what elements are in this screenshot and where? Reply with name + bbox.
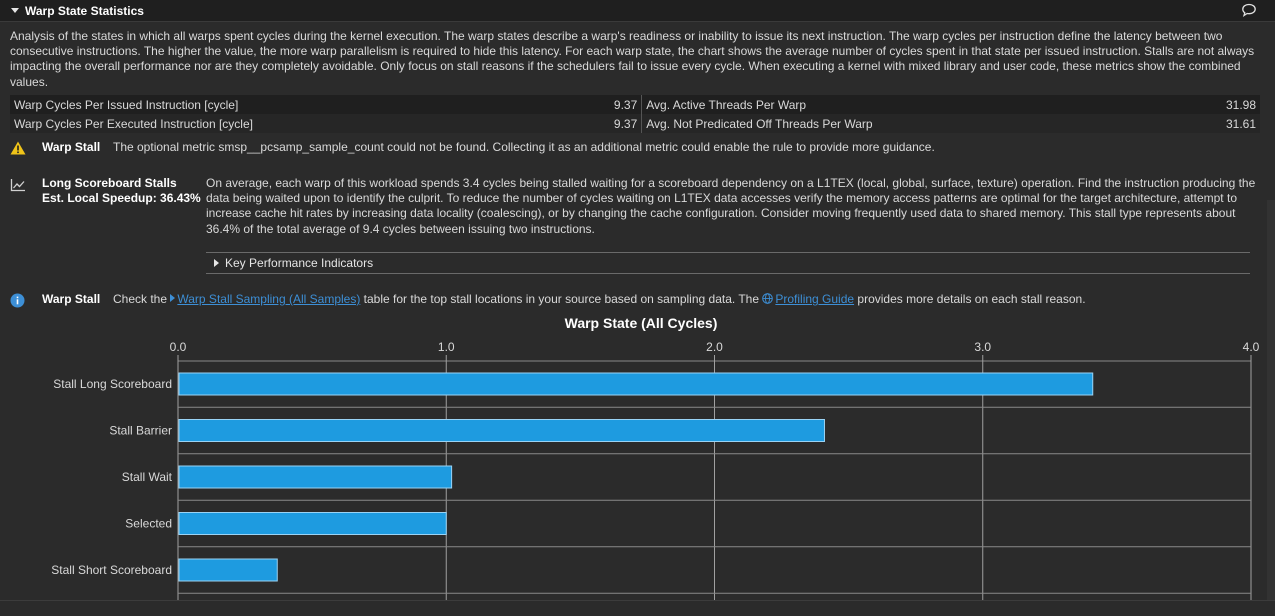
info-rule-name: Warp Stall	[42, 292, 101, 306]
bar	[178, 372, 1094, 396]
metric-value: 9.37	[569, 114, 642, 133]
metric-name: Avg. Not Predicated Off Threads Per Warp	[641, 114, 1174, 133]
expand-triangle-icon[interactable]	[214, 259, 219, 267]
long-scoreboard-title: Long Scoreboard Stalls Est. Local Speedu…	[42, 176, 201, 206]
metric-name: Warp Cycles Per Executed Instruction [cy…	[10, 114, 570, 133]
kpi-label: Key Performance Indicators	[225, 256, 374, 270]
globe-icon	[762, 293, 774, 304]
info-text-middle: table for the top stall locations in you…	[360, 292, 763, 306]
category-label: Stall Long Scoreboard	[53, 377, 172, 391]
metric-value: 31.61	[1173, 114, 1260, 133]
link-triangle-icon	[170, 294, 176, 302]
bar	[178, 465, 453, 489]
long-scoreboard-text: On average, each warp of this workload s…	[206, 176, 1256, 236]
bar	[178, 419, 825, 442]
info-text-after: provides more details on each stall reas…	[854, 292, 1086, 306]
info-rule-text: Check the Warp Stall Sampling (All Sampl…	[113, 292, 1086, 306]
category-label: Stall Wait	[122, 470, 173, 484]
section-title: Warp State Statistics	[25, 3, 144, 18]
warning-rule-name: Warp Stall	[42, 140, 101, 154]
category-label: Stall Barrier	[109, 424, 172, 438]
long-scoreboard-speedup: Est. Local Speedup: 36.43%	[42, 191, 201, 205]
category-label: Stall Short Scoreboard	[51, 563, 172, 577]
vertical-scrollbar[interactable]	[1267, 200, 1275, 610]
x-tick-label: 2.0	[706, 340, 723, 354]
section-header[interactable]: Warp State Statistics	[0, 0, 1275, 22]
profiling-guide-link[interactable]: Profiling Guide	[762, 292, 854, 306]
warning-icon	[10, 141, 26, 155]
warp-stall-sampling-link[interactable]: Warp Stall Sampling (All Samples)	[170, 292, 360, 306]
section-description: Analysis of the states in which all warp…	[10, 29, 1255, 89]
profiling-guide-link-label: Profiling Guide	[775, 292, 855, 306]
table-row: Warp Cycles Per Executed Instruction [cy…	[10, 114, 1260, 133]
category-label: Selected	[125, 517, 172, 531]
metric-name: Warp Cycles Per Issued Instruction [cycl…	[10, 95, 570, 114]
kpi-expander[interactable]: Key Performance Indicators	[206, 252, 1250, 274]
warp-stall-sampling-link-label: Warp Stall Sampling (All Samples)	[177, 292, 361, 306]
long-scoreboard-name: Long Scoreboard Stalls	[42, 176, 177, 190]
bar	[178, 558, 278, 582]
bottom-bar	[0, 600, 1275, 616]
metric-value: 31.98	[1173, 95, 1260, 114]
metrics-table: Warp Cycles Per Issued Instruction [cycl…	[10, 95, 1260, 133]
x-tick-label: 4.0	[1243, 340, 1260, 354]
warning-rule-text: The optional metric smsp__pcsamp_sample_…	[113, 140, 935, 154]
bar	[178, 512, 447, 535]
x-tick-label: 0.0	[170, 340, 187, 354]
collapse-triangle-icon[interactable]	[11, 8, 19, 13]
chart-title: Warp State (All Cycles)	[564, 315, 718, 331]
line-chart-icon	[10, 179, 25, 192]
warp-state-chart: 0.0 1.0 2.0 3.0 4.0 Stall Long Scoreboard Stal…	[51, 340, 1260, 600]
info-text-before: Check the	[113, 292, 171, 306]
x-tick-label: 1.0	[438, 340, 455, 354]
table-row: Warp Cycles Per Issued Instruction [cycl…	[10, 95, 1260, 114]
metric-name: Avg. Active Threads Per Warp	[641, 95, 1174, 114]
comment-icon[interactable]	[1241, 3, 1257, 17]
x-tick-label: 3.0	[974, 340, 991, 354]
info-icon	[10, 293, 25, 308]
metric-value: 9.37	[569, 95, 642, 114]
